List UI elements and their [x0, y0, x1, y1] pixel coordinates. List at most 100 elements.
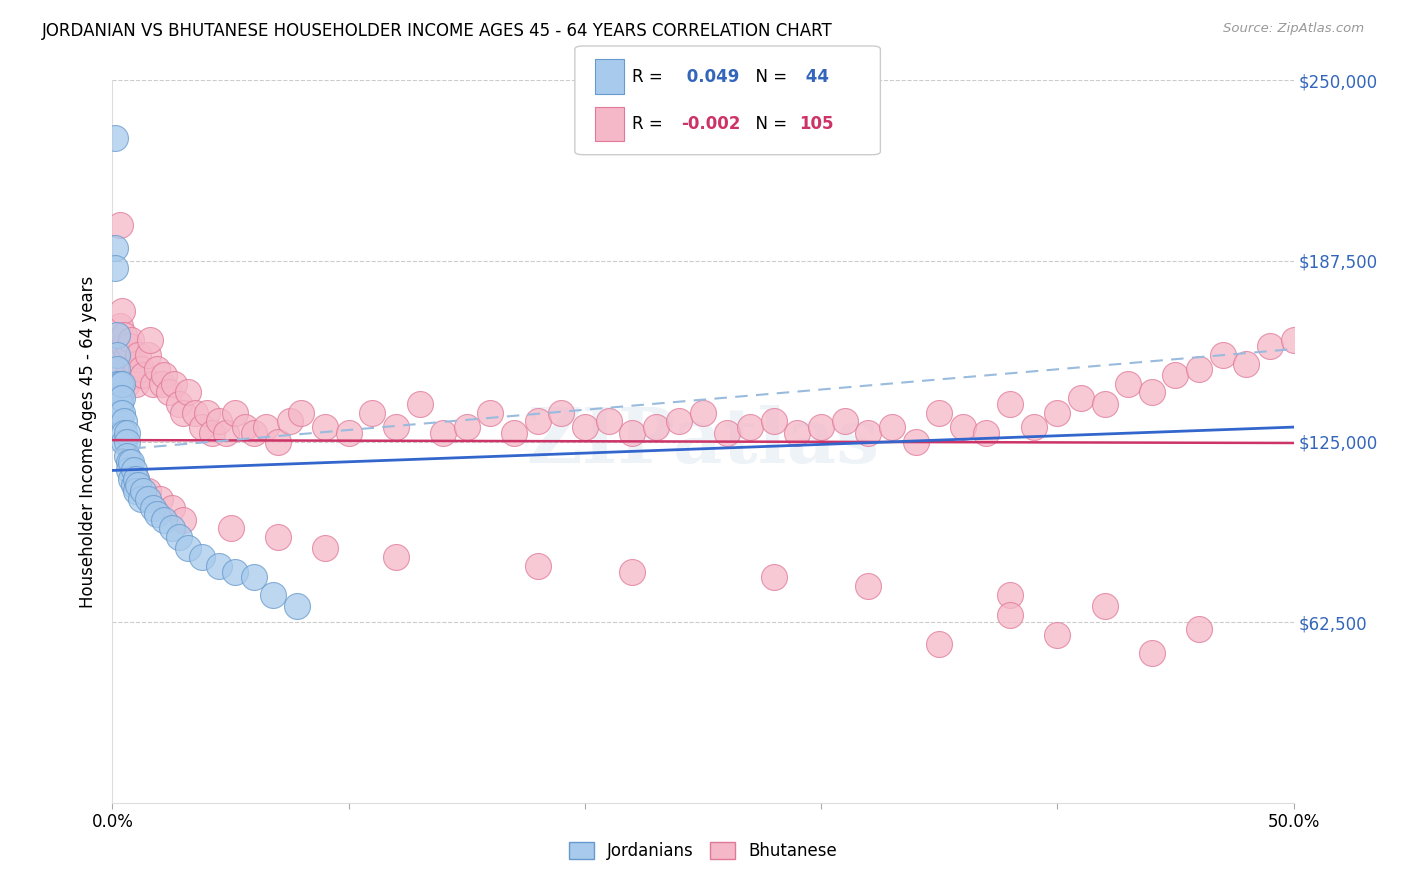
Point [786, 425, 808, 440]
Point [125, 472, 148, 486]
Text: 44: 44 [800, 68, 828, 86]
Point [598, 414, 620, 428]
Point [254, 420, 277, 434]
Point [167, 530, 190, 544]
Point [526, 558, 548, 573]
Point [139, 334, 162, 348]
Point [456, 420, 478, 434]
Point [928, 406, 950, 420]
Point [108, 318, 131, 333]
Point [125, 472, 148, 486]
Point [122, 368, 145, 382]
Point [177, 385, 200, 400]
Point [1070, 391, 1092, 405]
Point [692, 406, 714, 420]
Point [105, 334, 128, 348]
Point [834, 414, 856, 428]
Point [762, 570, 785, 584]
Point [1282, 334, 1305, 348]
Point [550, 406, 572, 420]
Y-axis label: Householder Income Ages 45 - 64 years: Householder Income Ages 45 - 64 years [79, 276, 97, 607]
Point [208, 558, 231, 573]
Point [115, 348, 138, 362]
Point [111, 406, 134, 420]
Point [125, 483, 148, 498]
Text: JORDANIAN VS BHUTANESE HOUSEHOLDER INCOME AGES 45 - 64 YEARS CORRELATION CHART: JORDANIAN VS BHUTANESE HOUSEHOLDER INCOM… [42, 22, 832, 40]
Point [132, 483, 155, 498]
Point [195, 406, 218, 420]
Point [104, 261, 127, 276]
Point [184, 406, 207, 420]
Text: R =: R = [633, 115, 668, 133]
Point [112, 327, 135, 342]
Point [177, 541, 200, 556]
Point [644, 420, 666, 434]
Point [503, 425, 526, 440]
Point [740, 420, 762, 434]
Point [432, 425, 454, 440]
Point [129, 492, 152, 507]
Point [285, 599, 308, 614]
Point [1140, 385, 1163, 400]
Point [219, 521, 242, 535]
Point [668, 414, 690, 428]
Point [118, 339, 141, 353]
Point [115, 376, 138, 391]
Point [262, 588, 284, 602]
Point [976, 425, 998, 440]
Point [880, 420, 903, 434]
Point [146, 362, 169, 376]
Text: Source: ZipAtlas.com: Source: ZipAtlas.com [1223, 22, 1364, 36]
Point [122, 478, 145, 492]
Point [1140, 646, 1163, 660]
Point [361, 406, 384, 420]
Point [108, 218, 131, 232]
Point [105, 376, 128, 391]
Point [479, 406, 502, 420]
Point [111, 348, 134, 362]
Point [385, 550, 408, 565]
Point [105, 348, 128, 362]
Point [104, 131, 127, 145]
Point [122, 463, 145, 477]
Point [142, 501, 165, 516]
Point [105, 327, 128, 342]
Point [1022, 420, 1045, 434]
Point [125, 357, 148, 371]
Point [172, 512, 194, 526]
Point [337, 425, 360, 440]
Point [115, 425, 138, 440]
Point [904, 434, 927, 449]
Point [215, 425, 238, 440]
Point [224, 406, 246, 420]
Legend: Jordanians, Bhutanese: Jordanians, Bhutanese [562, 835, 844, 867]
Point [1094, 397, 1116, 411]
Text: 105: 105 [800, 115, 834, 133]
Point [385, 420, 408, 434]
Point [108, 376, 131, 391]
Point [120, 472, 142, 486]
Point [115, 434, 138, 449]
Point [167, 397, 190, 411]
Point [278, 414, 301, 428]
Point [191, 420, 214, 434]
Point [267, 434, 290, 449]
Point [150, 376, 173, 391]
Point [243, 570, 266, 584]
Point [104, 241, 127, 255]
Point [105, 362, 128, 376]
Point [998, 607, 1021, 622]
Text: N =: N = [745, 115, 792, 133]
FancyBboxPatch shape [575, 46, 880, 154]
Text: 0.049: 0.049 [682, 68, 740, 86]
Point [149, 492, 172, 507]
Point [153, 368, 176, 382]
Point [127, 478, 149, 492]
Point [136, 483, 159, 498]
Point [952, 420, 974, 434]
Point [1164, 368, 1187, 382]
Point [112, 414, 135, 428]
Point [163, 376, 186, 391]
Point [115, 449, 138, 463]
Text: -0.002: -0.002 [682, 115, 741, 133]
